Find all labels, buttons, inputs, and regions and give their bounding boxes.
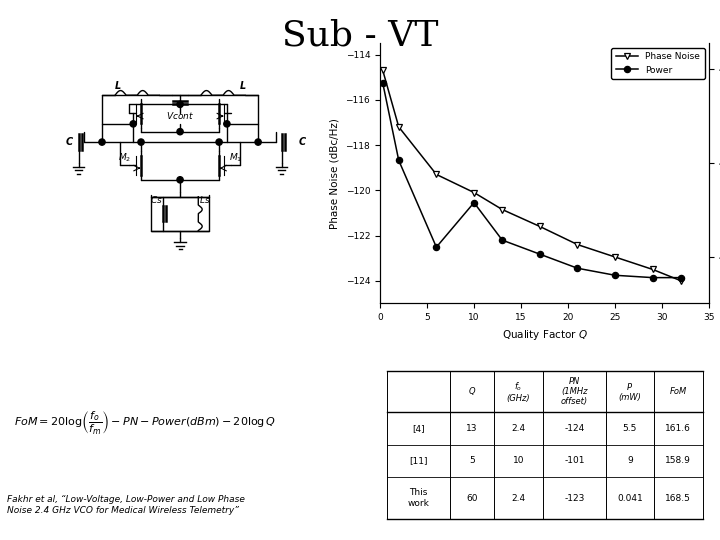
Line: Power: Power — [379, 80, 684, 281]
Circle shape — [138, 139, 144, 145]
Circle shape — [216, 139, 222, 145]
Y-axis label: Phase Noise (dBc/Hz): Phase Noise (dBc/Hz) — [330, 118, 340, 229]
Text: [4]: [4] — [412, 424, 425, 433]
Phase Noise — [432, 171, 441, 178]
Text: Sub - VT: Sub - VT — [282, 19, 438, 53]
Text: 5.5: 5.5 — [623, 424, 637, 433]
Text: $Q$: $Q$ — [468, 386, 476, 397]
Phase Noise — [469, 190, 478, 196]
Text: $Vcont$: $Vcont$ — [166, 110, 194, 120]
Power — [649, 274, 657, 281]
Power — [677, 274, 685, 281]
Circle shape — [177, 101, 183, 107]
Phase Noise — [395, 124, 403, 130]
Legend: Phase Noise, Power: Phase Noise, Power — [611, 48, 705, 79]
Text: [11]: [11] — [409, 456, 428, 465]
Text: C: C — [66, 137, 73, 146]
Text: 2.4: 2.4 — [511, 494, 526, 503]
Power — [395, 157, 403, 164]
Phase Noise — [677, 278, 685, 284]
Text: 60: 60 — [466, 494, 477, 503]
Text: 13: 13 — [466, 424, 477, 433]
Phase Noise — [649, 266, 657, 273]
Text: -123: -123 — [564, 494, 585, 503]
Text: $Cs$: $Cs$ — [150, 194, 163, 205]
Circle shape — [99, 139, 105, 145]
Power — [573, 265, 582, 272]
Phase Noise — [498, 206, 507, 213]
Text: -124: -124 — [564, 424, 585, 433]
Power — [432, 244, 441, 251]
Power — [469, 199, 478, 206]
Text: $M_1$: $M_1$ — [230, 151, 243, 164]
Circle shape — [130, 121, 136, 127]
Text: 0.041: 0.041 — [617, 494, 643, 503]
Text: C: C — [299, 137, 305, 146]
Text: $FoM = 20\log\!\left(\dfrac{f_o}{f_m}\right) - PN - Power(dBm) - 20\log Q$: $FoM = 20\log\!\left(\dfrac{f_o}{f_m}\ri… — [14, 410, 276, 437]
Phase Noise — [611, 254, 619, 260]
Power — [379, 80, 387, 86]
Text: This
work: This work — [408, 488, 429, 508]
Text: 168.5: 168.5 — [665, 494, 691, 503]
Text: $M_2$: $M_2$ — [117, 151, 131, 164]
Text: 2.4: 2.4 — [511, 424, 526, 433]
Circle shape — [255, 139, 261, 145]
Phase Noise — [379, 67, 387, 73]
Phase Noise — [573, 241, 582, 248]
Power — [611, 272, 619, 279]
Text: $Ls$: $Ls$ — [199, 194, 210, 205]
Text: 161.6: 161.6 — [665, 424, 691, 433]
Text: 10: 10 — [513, 456, 524, 465]
Bar — [151, 197, 209, 231]
Text: $P$
(mW): $P$ (mW) — [618, 381, 642, 402]
Text: 9: 9 — [627, 456, 633, 465]
Text: L: L — [114, 81, 121, 91]
Power — [498, 237, 507, 244]
X-axis label: Quality Factor $Q$: Quality Factor $Q$ — [502, 328, 588, 342]
Circle shape — [224, 121, 230, 127]
Text: FoM: FoM — [670, 387, 687, 396]
Line: Phase Noise: Phase Noise — [379, 67, 684, 284]
Power — [536, 251, 544, 258]
Text: -101: -101 — [564, 456, 585, 465]
Text: 158.9: 158.9 — [665, 456, 691, 465]
Text: L: L — [239, 81, 246, 91]
Text: PN
(1MHz
offset): PN (1MHz offset) — [561, 376, 588, 407]
Circle shape — [177, 177, 183, 183]
Circle shape — [177, 129, 183, 135]
Text: $f_o$
(GHz): $f_o$ (GHz) — [506, 380, 530, 403]
Text: 5: 5 — [469, 456, 474, 465]
Text: Fakhr et al, “Low-Voltage, Low-Power and Low Phase
Noise 2.4 GHz VCO for Medical: Fakhr et al, “Low-Voltage, Low-Power and… — [7, 495, 245, 515]
Phase Noise — [536, 223, 544, 230]
